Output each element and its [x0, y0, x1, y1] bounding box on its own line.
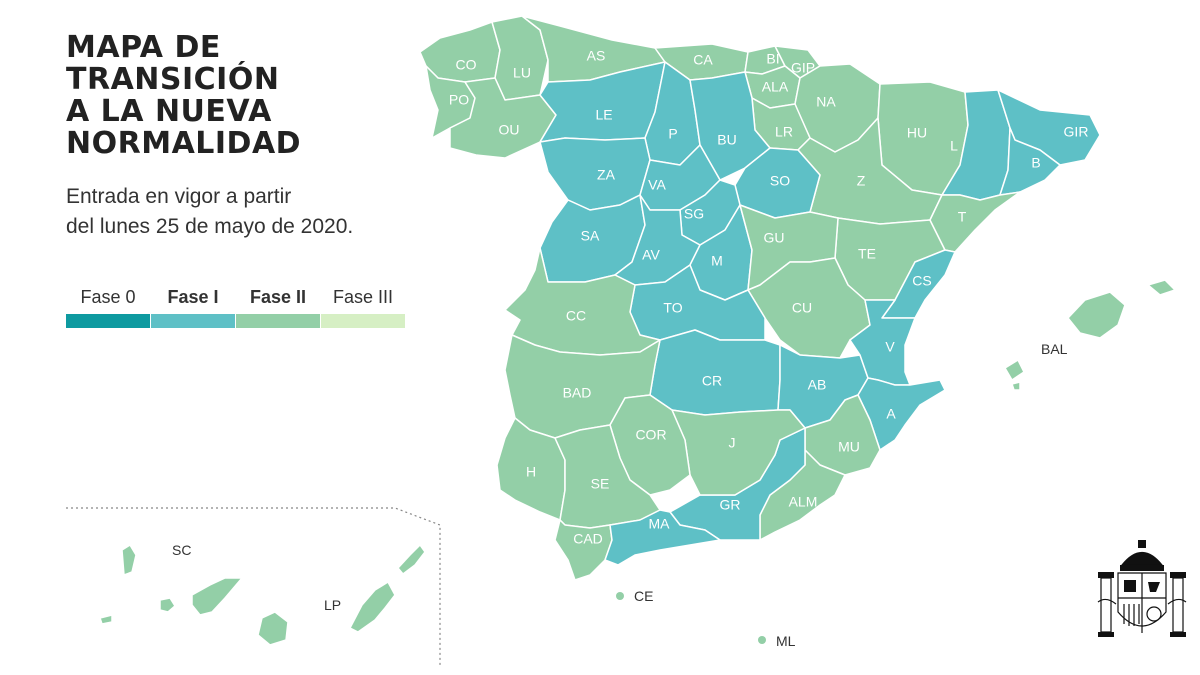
title-line: MAPA DE: [66, 30, 221, 65]
island-BAL-formentera[interactable]: [1011, 381, 1021, 391]
legend-swatch: [321, 314, 405, 328]
label-AB: AB: [808, 377, 827, 393]
label-PO: PO: [449, 92, 469, 108]
legend-label: Fase II: [249, 287, 307, 307]
label-BAL: BAL: [1041, 341, 1068, 357]
province-OU[interactable]: [449, 77, 557, 159]
legend-item-fase-2: Fase II: [236, 286, 320, 328]
province-CAD[interactable]: [554, 519, 613, 581]
island-BAL-ibiza[interactable]: [1004, 359, 1025, 381]
legend-item-fase-0: Fase 0: [66, 286, 150, 328]
label-GR: GR: [720, 497, 741, 513]
label-LU: LU: [513, 65, 531, 81]
city-CE[interactable]: [616, 592, 624, 600]
label-V: V: [885, 339, 895, 355]
subtitle-line: Entrada en vigor a partir: [66, 185, 292, 208]
island-LP-lanzarote[interactable]: [397, 544, 426, 575]
map-subtitle: Entrada en vigor a partir del lunes 25 d…: [66, 182, 353, 242]
label-ALA: ALA: [762, 79, 789, 95]
label-SO: SO: [770, 173, 790, 189]
legend-label: Fase I: [167, 287, 219, 307]
legend-label: Fase 0: [80, 287, 136, 307]
label-VA: VA: [648, 177, 666, 193]
label-CE: CE: [634, 588, 653, 604]
label-SG: SG: [684, 206, 704, 222]
label-BU: BU: [717, 132, 736, 148]
label-BAD: BAD: [563, 385, 592, 401]
legend-swatch: [151, 314, 235, 328]
map-title: MAPA DE TRANSICIÓN A LA NUEVA NORMALIDAD: [66, 32, 396, 160]
label-GIP: GIP: [791, 60, 815, 76]
phase-legend: Fase 0 Fase I Fase II Fase III: [66, 286, 406, 332]
label-CA: CA: [693, 52, 713, 68]
label-LR: LR: [775, 124, 793, 140]
label-CAD: CAD: [573, 531, 603, 547]
province-labels: CO LU PO OU AS CA BI GIP ALA NA LR HU Z …: [449, 48, 1089, 547]
label-TE: TE: [858, 246, 876, 262]
province-J[interactable]: [671, 409, 806, 496]
label-T: T: [958, 209, 967, 225]
island-SC-lapalma[interactable]: [121, 544, 137, 576]
label-GIR: GIR: [1064, 124, 1089, 140]
label-SC: SC: [172, 542, 191, 558]
label-LE: LE: [595, 107, 612, 123]
label-SA: SA: [581, 228, 600, 244]
label-BI: BI: [766, 51, 779, 67]
label-CC: CC: [566, 308, 586, 324]
label-A: A: [886, 406, 896, 422]
label-Z: Z: [857, 173, 866, 189]
label-H: H: [526, 464, 536, 480]
legend-item-fase-1: Fase I: [151, 286, 235, 328]
label-MA: MA: [649, 516, 671, 532]
label-ZA: ZA: [597, 167, 616, 183]
label-SE: SE: [591, 476, 610, 492]
label-P: P: [668, 126, 677, 142]
label-HU: HU: [907, 125, 927, 141]
province-B[interactable]: [999, 127, 1061, 196]
island-SC-gomera[interactable]: [159, 597, 176, 613]
label-J: J: [729, 435, 736, 451]
label-M: M: [711, 253, 723, 269]
island-LP-grancanaria[interactable]: [257, 611, 289, 646]
legend-label: Fase III: [332, 287, 394, 307]
label-LP: LP: [324, 597, 341, 613]
legend-swatch: [236, 314, 320, 328]
label-CS: CS: [912, 273, 931, 289]
city-ML[interactable]: [758, 636, 766, 644]
legend-swatch: [66, 314, 150, 328]
island-LP-fuerteventura[interactable]: [349, 581, 396, 633]
label-CO: CO: [456, 57, 477, 73]
label-CR: CR: [702, 373, 722, 389]
label-NA: NA: [816, 94, 836, 110]
province-MA[interactable]: [604, 509, 721, 566]
title-line: NORMALIDAD: [66, 126, 302, 161]
title-line: TRANSICIÓN: [66, 62, 280, 97]
province-T[interactable]: [929, 191, 1021, 253]
subtitle-line: del lunes 25 de mayo de 2020.: [66, 215, 354, 238]
label-GU: GU: [764, 230, 785, 246]
island-SC-hierro[interactable]: [99, 614, 113, 625]
label-ML: ML: [776, 633, 796, 649]
island-SC-tenerife[interactable]: [191, 577, 243, 616]
label-ALM: ALM: [789, 494, 818, 510]
legend-item-fase-3: Fase III: [321, 286, 405, 328]
label-AV: AV: [642, 247, 660, 263]
province-H[interactable]: [496, 417, 566, 521]
label-B: B: [1031, 155, 1040, 171]
label-OU: OU: [499, 122, 520, 138]
island-BAL-mallorca[interactable]: [1067, 291, 1126, 339]
label-L: L: [950, 138, 958, 154]
label-MU: MU: [838, 439, 860, 455]
label-CU: CU: [792, 300, 812, 316]
label-AS: AS: [587, 48, 606, 64]
label-COR: COR: [635, 427, 666, 443]
label-TO: TO: [663, 300, 682, 316]
coat-of-arms-of-spain-icon: [1097, 540, 1187, 637]
island-BAL-menorca[interactable]: [1147, 279, 1176, 296]
title-line: A LA NUEVA: [66, 94, 272, 129]
province-A[interactable]: [857, 377, 946, 451]
